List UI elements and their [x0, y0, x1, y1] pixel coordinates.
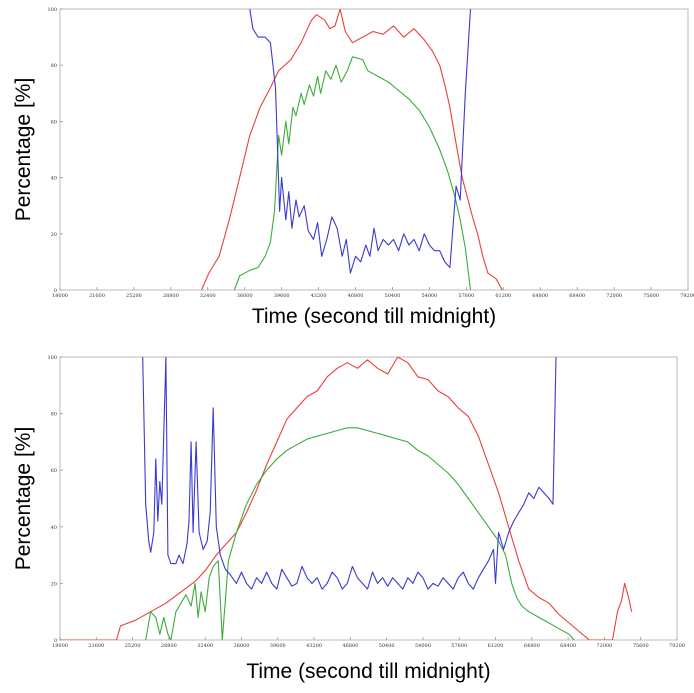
x-tick-label: 54000 — [415, 643, 431, 649]
x-tick-label: 36000 — [234, 643, 250, 649]
x-tick-label: 50400 — [379, 643, 395, 649]
y-tick-label: 0 — [54, 288, 57, 294]
x-tick-label: 64800 — [532, 293, 548, 299]
chart-panel-top: 18000 21600 25200 28800 32400 36000 39600 43200… — [12, 7, 694, 328]
x-tick-label: 61200 — [488, 643, 504, 649]
x-tick-label: 21600 — [88, 643, 104, 649]
y-tick-label: 20 — [51, 232, 57, 238]
x-tick-label: 79200 — [669, 643, 685, 649]
x-tick-label: 32400 — [197, 643, 213, 649]
chart-panel-bottom: 18000 21600 25200 28800 32400 36000 39600 43200… — [12, 355, 685, 683]
x-tick-label: 21600 — [89, 293, 105, 299]
x-tick-label: 25200 — [126, 293, 142, 299]
x-tick-label: 18000 — [52, 293, 68, 299]
y-tick-label: 40 — [51, 525, 57, 531]
y-tick-label: 100 — [47, 7, 57, 13]
series-line-0 — [201, 9, 503, 290]
series-line-1 — [233, 56, 472, 290]
plot-frame — [59, 8, 689, 291]
series-line-2 — [249, 9, 472, 274]
y-axis-title: Percentage [%] — [12, 427, 35, 571]
series-line-0 — [60, 357, 633, 640]
series-line-1 — [145, 427, 575, 640]
x-tick-label: 43200 — [311, 293, 327, 299]
x-tick-label: 18000 — [52, 643, 68, 649]
y-tick-label: 100 — [47, 355, 57, 361]
y-tick-label: 20 — [51, 581, 57, 587]
x-tick-label: 64800 — [524, 643, 540, 649]
y-tick-label: 80 — [51, 412, 57, 418]
x-tick-label: 50400 — [385, 293, 401, 299]
x-tick-label: 36000 — [237, 293, 253, 299]
y-axis-title: Percentage [%] — [12, 78, 35, 222]
plot-frame — [59, 356, 678, 641]
y-tick-label: 80 — [51, 63, 57, 69]
x-tick-label: 32400 — [200, 293, 216, 299]
x-tick-label: 57600 — [458, 293, 474, 299]
x-tick-label: 79200 — [680, 293, 694, 299]
x-tick-label: 28800 — [163, 293, 179, 299]
x-tick-label: 28800 — [161, 643, 177, 649]
x-tick-label: 75600 — [633, 643, 649, 649]
x-tick-label: 61200 — [495, 293, 511, 299]
x-tick-label: 54000 — [421, 293, 437, 299]
x-tick-label: 68400 — [569, 293, 585, 299]
x-tick-label: 39600 — [274, 293, 290, 299]
x-tick-label: 43200 — [306, 643, 322, 649]
x-axis-title: Time (second till midnight) — [246, 660, 490, 683]
y-tick-label: 60 — [51, 119, 57, 125]
y-tick-label: 40 — [51, 176, 57, 182]
y-tick-label: 0 — [54, 638, 57, 644]
x-tick-label: 68400 — [560, 643, 576, 649]
x-tick-label: 25200 — [125, 643, 141, 649]
x-tick-label: 75600 — [643, 293, 659, 299]
x-tick-label: 46800 — [348, 293, 364, 299]
x-tick-label: 39600 — [270, 643, 286, 649]
x-tick-label: 72000 — [596, 643, 612, 649]
series-line-2 — [142, 357, 557, 590]
x-tick-label: 46800 — [342, 643, 358, 649]
y-tick-label: 60 — [51, 468, 57, 474]
x-axis-title: Time (second till midnight) — [252, 305, 496, 328]
x-tick-label: 57600 — [451, 643, 467, 649]
x-tick-label: 72000 — [606, 293, 622, 299]
